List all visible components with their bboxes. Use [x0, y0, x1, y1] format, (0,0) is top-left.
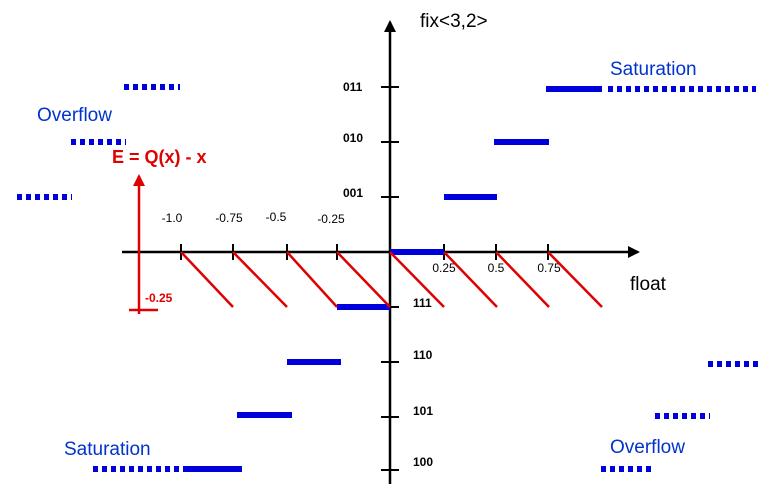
x-tick-label-neg-1: -1.0: [162, 211, 183, 225]
error-formula-label: E = Q(x) - x: [112, 147, 207, 167]
overflow-bottom-right-label: Overflow: [610, 437, 685, 458]
quantizer-steps: [187, 86, 602, 472]
x-tick-label-025: 0.25: [432, 261, 456, 275]
x-tick-label-neg-025: -0.25: [317, 212, 345, 226]
y-axis-title: fix<3,2>: [420, 11, 488, 32]
code-label-100: 100: [413, 455, 433, 469]
error-tick-label: -0.25: [145, 291, 173, 305]
saturation-bottom-left-label: Saturation: [64, 439, 151, 460]
dotted-segments: [17, 84, 762, 472]
overflow-top-left-label: Overflow: [37, 105, 112, 126]
code-label-101: 101: [413, 404, 433, 418]
code-label-011: 011: [343, 80, 363, 94]
x-axis-title: float: [630, 274, 667, 295]
x-tick-label-neg-075: -0.75: [215, 211, 243, 225]
x-tick-label-05: 0.5: [488, 261, 505, 275]
code-label-110: 110: [413, 348, 433, 362]
x-tick-label-075: 0.75: [537, 261, 561, 275]
error-sawtooth: [180, 251, 603, 308]
x-tick-label-neg-05: -0.5: [266, 210, 287, 224]
code-label-111: 111: [413, 296, 432, 310]
code-label-010: 010: [343, 131, 363, 145]
saturation-top-right-label: Saturation: [610, 59, 697, 80]
code-label-001: 001: [343, 186, 363, 200]
